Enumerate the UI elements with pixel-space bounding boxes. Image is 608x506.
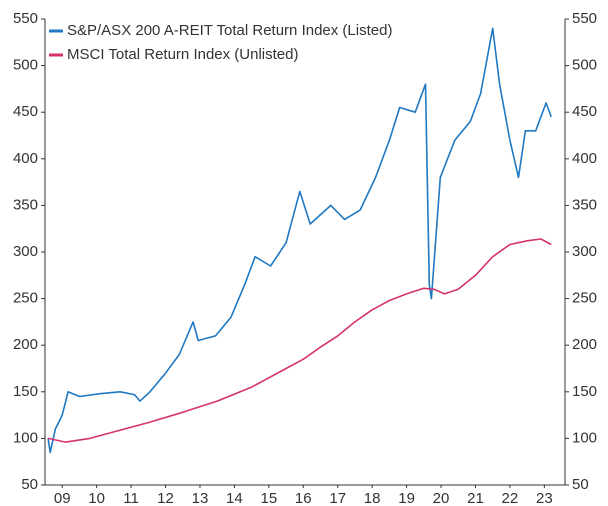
- x-tick-label: 10: [88, 490, 105, 506]
- y-tick-label: 100: [13, 429, 38, 446]
- y-tick-label: 500: [13, 57, 38, 74]
- x-tick-label: 22: [502, 490, 519, 506]
- y-tick-label: 350: [13, 196, 38, 213]
- x-tick-label: 17: [329, 490, 346, 506]
- y2-tick-label: 200: [572, 336, 597, 353]
- x-tick-label: 23: [536, 490, 553, 506]
- x-tick-label: 12: [157, 490, 174, 506]
- y-tick-label: 250: [13, 290, 38, 307]
- y2-tick-label: 500: [572, 57, 597, 74]
- y2-tick-label: 250: [572, 290, 597, 307]
- y2-tick-label: 550: [572, 10, 597, 27]
- y2-tick-label: 100: [572, 429, 597, 446]
- x-tick-label: 13: [192, 490, 209, 506]
- y-tick-label: 300: [13, 243, 38, 260]
- y2-tick-label: 150: [572, 383, 597, 400]
- y2-tick-label: 350: [572, 196, 597, 213]
- series-line: [47, 238, 552, 443]
- series-line: [47, 27, 552, 454]
- y2-tick-label: 300: [572, 243, 597, 260]
- x-tick-label: 20: [433, 490, 450, 506]
- x-tick-label: 11: [123, 490, 139, 506]
- legend-label: MSCI Total Return Index (Unlisted): [67, 46, 298, 63]
- x-tick-label: 09: [54, 490, 71, 506]
- y-tick-label: 450: [13, 103, 38, 120]
- y-tick-label: 400: [13, 150, 38, 167]
- y-tick-label: 50: [21, 476, 38, 493]
- x-tick-label: 18: [364, 490, 381, 506]
- legend-label: S&P/ASX 200 A-REIT Total Return Index (L…: [67, 22, 392, 39]
- y-tick-label: 150: [13, 383, 38, 400]
- x-tick-label: 14: [226, 490, 243, 506]
- y2-tick-label: 400: [572, 150, 597, 167]
- y2-tick-label: 450: [572, 103, 597, 120]
- x-tick-label: 21: [467, 490, 484, 506]
- y-tick-label: 200: [13, 336, 38, 353]
- x-tick-label: 15: [260, 490, 277, 506]
- y2-tick-label: 50: [572, 476, 589, 493]
- x-tick-label: 19: [398, 490, 415, 506]
- y-tick-label: 550: [13, 10, 38, 27]
- x-tick-label: 16: [295, 490, 312, 506]
